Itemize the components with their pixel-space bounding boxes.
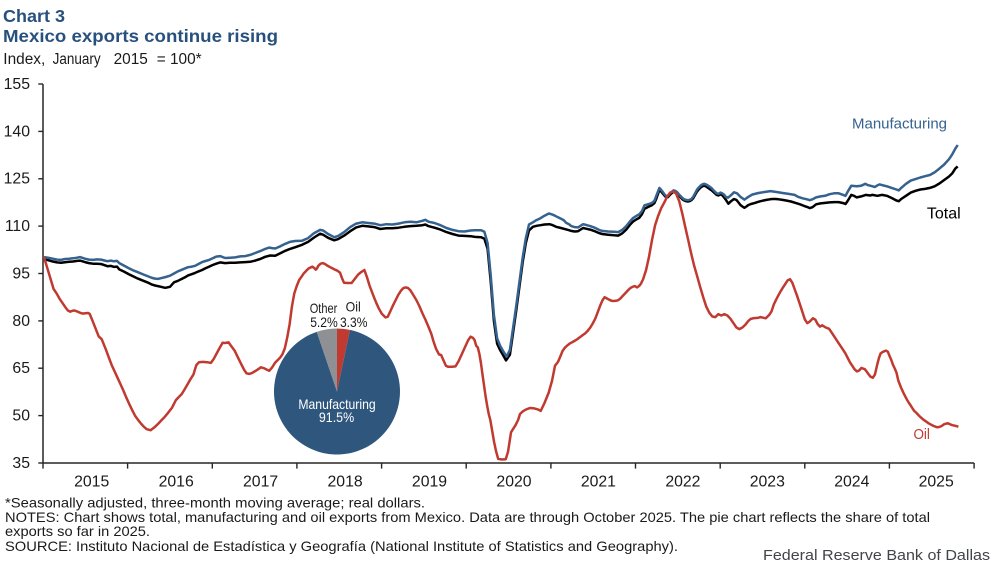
- svg-text:2018: 2018: [328, 474, 363, 491]
- svg-text:2024: 2024: [834, 474, 869, 491]
- svg-text:*Seasonally adjusted, three-mo: *Seasonally adjusted, three-month moving…: [5, 496, 425, 511]
- svg-text:2017: 2017: [243, 474, 278, 491]
- svg-text:3.3%: 3.3%: [340, 314, 368, 330]
- svg-text:Mexico exports continue rising: Mexico exports continue rising: [3, 26, 278, 46]
- svg-text:Chart 3: Chart 3: [3, 6, 65, 26]
- svg-text:2019: 2019: [412, 474, 447, 491]
- svg-text:Total: Total: [927, 206, 961, 223]
- svg-text:2021: 2021: [581, 474, 616, 491]
- svg-text:2015: 2015: [74, 474, 109, 491]
- svg-text:Federal Reserve Bank of Dallas: Federal Reserve Bank of Dallas: [763, 547, 990, 564]
- svg-text:Manufacturing: Manufacturing: [852, 116, 947, 133]
- svg-text:NOTES: Chart shows total, manu: NOTES: Chart shows total, manufacturing …: [5, 510, 930, 525]
- svg-text:140: 140: [4, 123, 31, 140]
- svg-text:50: 50: [12, 408, 30, 425]
- svg-text:SOURCE: Instituto Nacional de: SOURCE: Instituto Nacional de Estadístic…: [5, 539, 678, 554]
- svg-text:125: 125: [4, 171, 31, 188]
- svg-text:91.5%: 91.5%: [319, 409, 354, 425]
- svg-text:65: 65: [12, 360, 30, 377]
- svg-text:Manufacturing: Manufacturing: [298, 396, 375, 412]
- svg-text:80: 80: [12, 313, 30, 330]
- svg-text:2016: 2016: [159, 474, 194, 491]
- svg-text:110: 110: [5, 218, 30, 235]
- svg-text:2020: 2020: [496, 474, 531, 491]
- svg-text:Other: Other: [310, 300, 338, 316]
- svg-text:5.2%: 5.2%: [310, 314, 338, 330]
- svg-text:2023: 2023: [750, 474, 785, 491]
- svg-text:Oil: Oil: [346, 299, 361, 315]
- svg-text:95: 95: [12, 265, 30, 282]
- svg-text:Oil: Oil: [913, 426, 930, 443]
- svg-text:2022: 2022: [665, 474, 700, 491]
- svg-text:155: 155: [4, 76, 31, 93]
- svg-text:exports so far in 2025.: exports so far in 2025.: [5, 524, 150, 539]
- svg-text:2025: 2025: [919, 474, 954, 491]
- svg-text:35: 35: [12, 455, 30, 472]
